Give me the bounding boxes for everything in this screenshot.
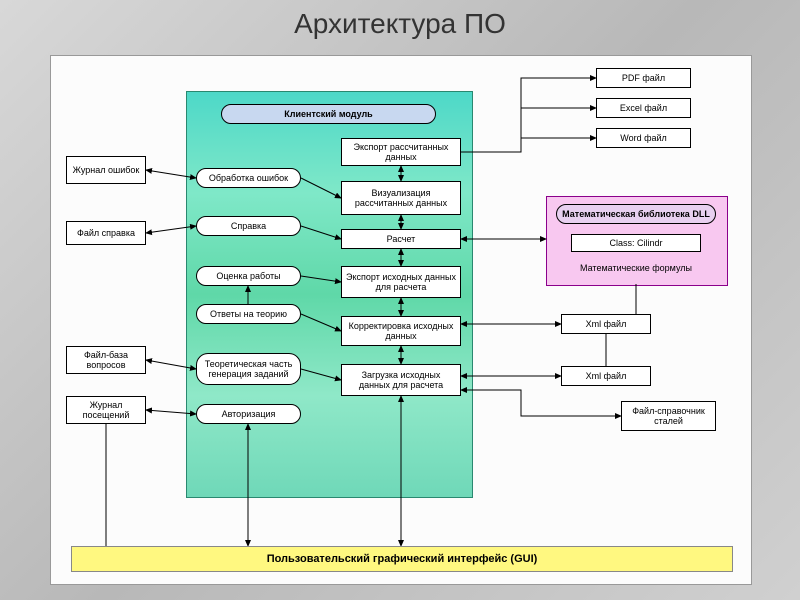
node-steel-ref: Файл-справочник сталей <box>621 401 716 431</box>
node-correct: Корректировка исходных данных <box>341 316 461 346</box>
node-qbase: Файл-база вопросов <box>66 346 146 374</box>
node-load: Загрузка исходных данных для расчета <box>341 364 461 396</box>
node-client-module: Клиентский модуль <box>221 104 436 124</box>
node-err-handle: Обработка ошибок <box>196 168 301 188</box>
node-answers: Ответы на теорию <box>196 304 301 324</box>
gui-bar: Пользовательский графический интерфейс (… <box>71 546 733 572</box>
node-visit-log: Журнал посещений <box>66 396 146 424</box>
node-theory: Теоретическая часть генерация заданий <box>196 353 301 385</box>
node-xml1: Xml файл <box>561 314 651 334</box>
node-class-cilindr: Class: Cilindr <box>571 234 701 252</box>
node-excel: Excel файл <box>596 98 691 118</box>
node-err-log: Журнал ошибок <box>66 156 146 184</box>
node-help: Справка <box>196 216 301 236</box>
diagram-canvas: Клиентский модуль Экспорт рассчитанных д… <box>50 55 752 585</box>
node-word: Word файл <box>596 128 691 148</box>
node-math-formulas: Математические формулы <box>556 259 716 277</box>
node-help-file: Файл справка <box>66 221 146 245</box>
node-export-calc: Экспорт рассчитанных данных <box>341 138 461 166</box>
node-visual: Визуализация рассчитанных данных <box>341 181 461 215</box>
node-grade: Оценка работы <box>196 266 301 286</box>
node-xml2: Xml файл <box>561 366 651 386</box>
node-math-dll: Математическая библиотека DLL <box>556 204 716 224</box>
slide-title: Архитектура ПО <box>0 8 800 40</box>
node-auth: Авторизация <box>196 404 301 424</box>
node-calc: Расчет <box>341 229 461 249</box>
node-pdf: PDF файл <box>596 68 691 88</box>
node-export-src: Экспорт исходных данных для расчета <box>341 266 461 298</box>
